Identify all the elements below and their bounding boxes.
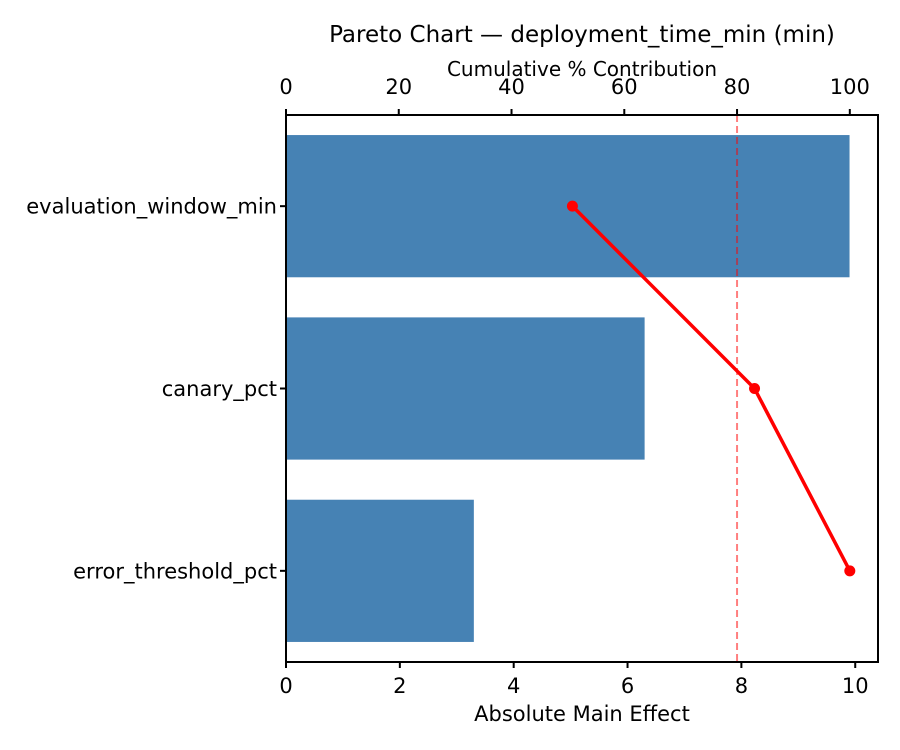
chart-title: Pareto Chart — deployment_time_min (min) [329,22,835,48]
bottom-axis-label: Absolute Main Effect [474,702,690,726]
cumulative-marker-evaluation_window_min [566,200,578,212]
bottom-tick-label: 0 [279,674,292,698]
bar-canary_pct [286,317,645,460]
top-tick-label: 100 [830,75,870,99]
top-axis-label: Cumulative % Contribution [446,57,718,81]
bottom-tick-label: 6 [621,674,634,698]
category-label-evaluation_window_min: evaluation_window_min [26,195,277,220]
bottom-tick-label: 8 [735,674,748,698]
bottom-tick-label: 10 [842,674,869,698]
cumulative-marker-error_threshold_pct [844,565,856,577]
category-label-canary_pct: canary_pct [162,377,277,402]
cumulative-marker-canary_pct [749,383,761,394]
top-tick-label: 40 [498,75,525,99]
bar-error_threshold_pct [286,499,474,642]
top-tick-label: 20 [385,75,412,99]
top-tick-label: 60 [611,75,638,99]
bottom-tick-label: 2 [393,674,406,698]
top-tick-label: 0 [279,75,292,99]
category-label-error_threshold_pct: error_threshold_pct [73,559,277,584]
top-tick-label: 80 [724,75,751,99]
bottom-tick-label: 4 [507,674,520,698]
